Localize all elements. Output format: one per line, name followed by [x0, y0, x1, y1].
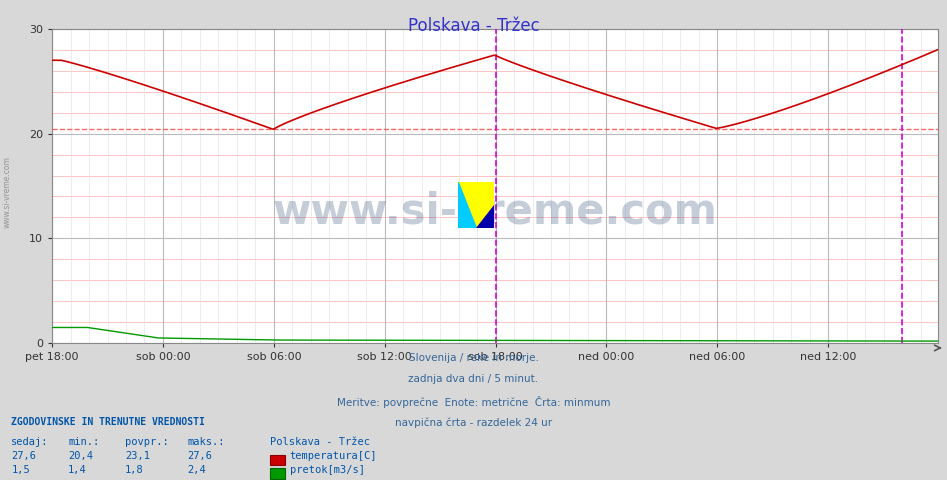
Text: ZGODOVINSKE IN TRENUTNE VREDNOSTI: ZGODOVINSKE IN TRENUTNE VREDNOSTI: [11, 417, 205, 427]
Text: 23,1: 23,1: [125, 451, 150, 461]
Text: Polskava - Tržec: Polskava - Tržec: [270, 437, 370, 447]
Polygon shape: [458, 182, 494, 228]
Text: 1,5: 1,5: [11, 465, 30, 475]
Text: 20,4: 20,4: [68, 451, 93, 461]
Text: zadnja dva dni / 5 minut.: zadnja dva dni / 5 minut.: [408, 374, 539, 384]
Text: temperatura[C]: temperatura[C]: [290, 451, 377, 461]
Polygon shape: [458, 182, 476, 228]
Text: www.si-vreme.com: www.si-vreme.com: [273, 190, 717, 232]
Text: navpična črta - razdelek 24 ur: navpična črta - razdelek 24 ur: [395, 418, 552, 428]
Text: povpr.:: povpr.:: [125, 437, 169, 447]
Text: 27,6: 27,6: [188, 451, 212, 461]
Text: 27,6: 27,6: [11, 451, 36, 461]
Text: Meritve: povprečne  Enote: metrične  Črta: minmum: Meritve: povprečne Enote: metrične Črta:…: [337, 396, 610, 408]
Text: min.:: min.:: [68, 437, 99, 447]
Text: 1,8: 1,8: [125, 465, 144, 475]
Text: 1,4: 1,4: [68, 465, 87, 475]
Text: 2,4: 2,4: [188, 465, 206, 475]
Text: Polskava - Tržec: Polskava - Tržec: [407, 17, 540, 35]
Polygon shape: [476, 205, 494, 228]
Text: pretok[m3/s]: pretok[m3/s]: [290, 465, 365, 475]
Text: www.si-vreme.com: www.si-vreme.com: [3, 156, 12, 228]
Text: Slovenija / reke in morje.: Slovenija / reke in morje.: [408, 353, 539, 363]
Text: sedaj:: sedaj:: [11, 437, 49, 447]
Text: maks.:: maks.:: [188, 437, 225, 447]
